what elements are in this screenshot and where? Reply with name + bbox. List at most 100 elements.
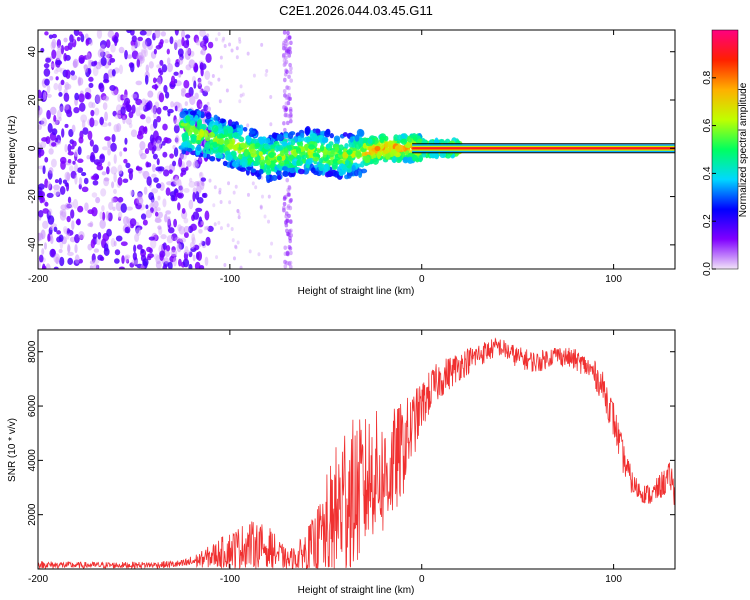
- noise-speck: [153, 48, 157, 55]
- ridge-speck: [346, 149, 353, 155]
- noise-speck: [112, 206, 116, 212]
- noise-speck: [135, 80, 143, 86]
- noise-speck: [59, 156, 67, 164]
- ridge-speck: [217, 138, 225, 145]
- noise-speck: [199, 61, 204, 71]
- noise-speck: [181, 207, 186, 214]
- noise-speck: [192, 191, 196, 202]
- noise-speck: [151, 163, 156, 173]
- noise-speck: [263, 214, 267, 219]
- spectrogram-y-axis-label: Frequency (Hz): [7, 116, 18, 185]
- noise-speck: [151, 84, 159, 90]
- noise-speck: [60, 79, 65, 86]
- noise-speck: [64, 81, 70, 91]
- noise-speck: [222, 36, 226, 41]
- noise-speck: [232, 190, 236, 195]
- noise-speck: [201, 39, 205, 44]
- noise-speck: [73, 106, 80, 114]
- noise-speck: [47, 122, 53, 133]
- noise-speck: [77, 146, 82, 156]
- ridge-speck: [411, 154, 419, 162]
- noise-speck: [129, 189, 134, 197]
- noise-speck: [184, 101, 188, 106]
- noise-speck: [40, 117, 47, 127]
- noise-speck: [162, 123, 168, 131]
- noise-speck: [145, 209, 153, 219]
- ridge-speck: [374, 145, 381, 152]
- noise-speck: [236, 208, 240, 213]
- streak-speck: [285, 120, 290, 126]
- snr-x-axis-label: Height of straight line (km): [298, 585, 415, 596]
- ridge-speck: [297, 168, 305, 175]
- spectrogram-x-tick-label: -100: [220, 274, 240, 285]
- noise-speck: [186, 160, 192, 168]
- noise-speck: [231, 238, 235, 243]
- noise-speck: [146, 246, 152, 253]
- ridge-speck: [316, 149, 321, 154]
- noise-speck: [53, 187, 61, 196]
- ridge-speck: [393, 134, 399, 142]
- ridge-speck: [233, 156, 239, 161]
- ridge-speck: [326, 171, 333, 178]
- noise-speck: [41, 196, 45, 203]
- streak-speck: [285, 37, 289, 42]
- noise-speck: [189, 95, 196, 106]
- noise-speck: [204, 70, 211, 81]
- noise-speck: [106, 228, 112, 237]
- snr-y-tick-label: 2000: [27, 503, 38, 526]
- noise-speck: [166, 235, 174, 244]
- ridge-speck: [227, 126, 234, 134]
- noise-speck: [78, 136, 84, 144]
- ridge-speck: [237, 153, 243, 160]
- noise-speck: [173, 218, 178, 228]
- snr-y-tick-label: 8000: [27, 340, 38, 363]
- streak-speck: [285, 177, 290, 183]
- noise-speck: [111, 198, 118, 203]
- noise-speck: [156, 158, 160, 166]
- ridge-speck: [384, 135, 389, 142]
- ridge-speck: [433, 139, 440, 144]
- noise-speck: [230, 227, 234, 232]
- noise-speck: [185, 34, 191, 39]
- noise-speck: [153, 177, 159, 183]
- ridge-speck: [274, 145, 280, 153]
- noise-speck: [218, 190, 222, 195]
- ridge-speck: [334, 146, 340, 152]
- ridge-speck: [223, 128, 229, 136]
- ridge-speck: [344, 142, 349, 149]
- noise-speck: [64, 45, 70, 52]
- noise-speck: [161, 64, 168, 73]
- noise-speck: [200, 177, 207, 182]
- noise-speck: [142, 258, 149, 267]
- streak-speck: [283, 77, 287, 83]
- noise-speck: [143, 186, 148, 195]
- ridge-speck: [271, 174, 278, 181]
- ridge-speck: [394, 145, 402, 152]
- ridge-speck: [312, 156, 320, 162]
- noise-speck: [206, 101, 210, 106]
- ridge-speck: [196, 144, 202, 152]
- ridge-speck: [212, 137, 219, 144]
- noise-speck: [219, 199, 223, 204]
- noise-speck: [63, 226, 68, 233]
- noise-speck: [120, 203, 127, 213]
- ridge-speck: [313, 135, 319, 141]
- ridge-speck: [372, 157, 379, 165]
- noise-speck: [179, 237, 187, 243]
- ridge-speck: [219, 118, 225, 124]
- noise-speck: [136, 133, 144, 140]
- noise-speck: [87, 222, 93, 227]
- noise-speck: [218, 187, 222, 192]
- noise-speck: [86, 52, 91, 61]
- noise-speck: [96, 161, 103, 167]
- noise-speck: [151, 188, 159, 194]
- ridge-speck: [217, 145, 224, 153]
- noise-speck: [48, 148, 54, 155]
- noise-speck: [58, 92, 63, 97]
- noise-speck: [259, 205, 263, 210]
- noise-speck: [53, 82, 59, 91]
- noise-speck: [117, 211, 123, 220]
- ridge-speck: [289, 167, 296, 174]
- ridge-speck: [199, 128, 205, 137]
- noise-speck: [85, 38, 90, 46]
